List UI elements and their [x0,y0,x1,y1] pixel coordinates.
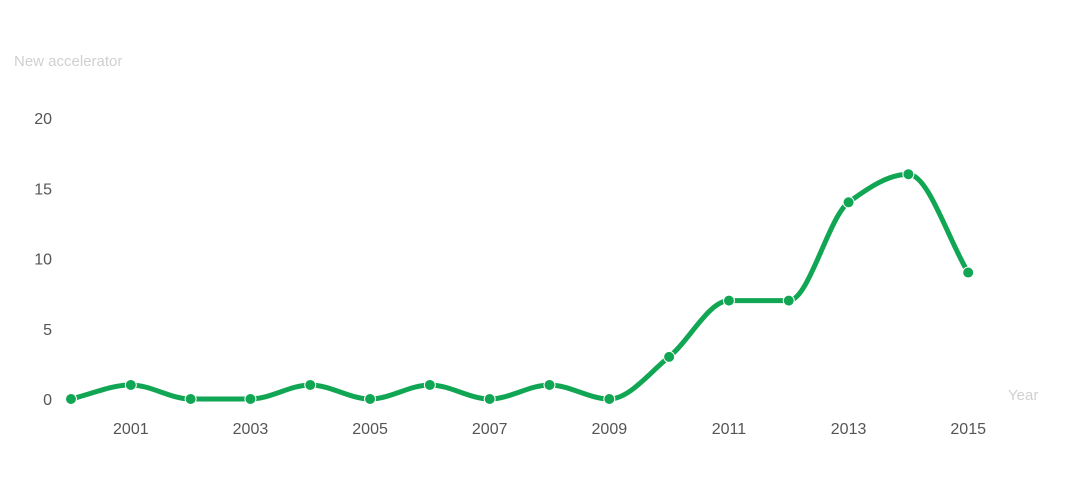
data-point[interactable] [962,266,975,279]
series-line [68,171,971,402]
data-point[interactable] [543,378,556,391]
x-tick-label: 2007 [472,421,508,438]
y-tick-label: 5 [43,322,52,339]
y-tick-label: 20 [34,111,52,128]
data-point[interactable] [722,294,735,307]
x-axis-title: Year [1008,387,1038,404]
data-point[interactable] [902,168,915,181]
data-point[interactable] [364,393,377,405]
x-tick-label: 2009 [592,421,628,438]
data-point[interactable] [304,378,317,391]
data-point[interactable] [663,350,676,363]
x-tick-labels: 2001 2003 2005 2007 2009 2011 2013 2015 [113,421,986,438]
data-point[interactable] [184,393,197,405]
x-tick-label: 2013 [831,421,867,438]
data-point[interactable] [782,294,795,307]
y-tick-label: 10 [34,252,52,269]
y-axis-title: New accelerator [14,53,122,70]
data-point[interactable] [842,196,855,209]
y-tick-labels: 0 5 10 15 20 [34,111,52,409]
x-tick-label: 2011 [712,421,747,438]
y-tick-label: 15 [34,181,52,198]
data-point[interactable] [244,393,257,405]
data-point[interactable] [483,393,496,405]
x-tick-label: 2001 [113,421,149,438]
data-point[interactable] [124,378,137,391]
x-tick-label: 2005 [352,421,388,438]
y-tick-label: 0 [43,392,52,409]
x-tick-label: 2015 [950,421,986,438]
data-point[interactable] [65,393,77,405]
data-points [65,168,975,405]
data-point[interactable] [603,393,616,405]
data-point[interactable] [423,378,436,391]
x-tick-label: 2003 [233,421,269,438]
